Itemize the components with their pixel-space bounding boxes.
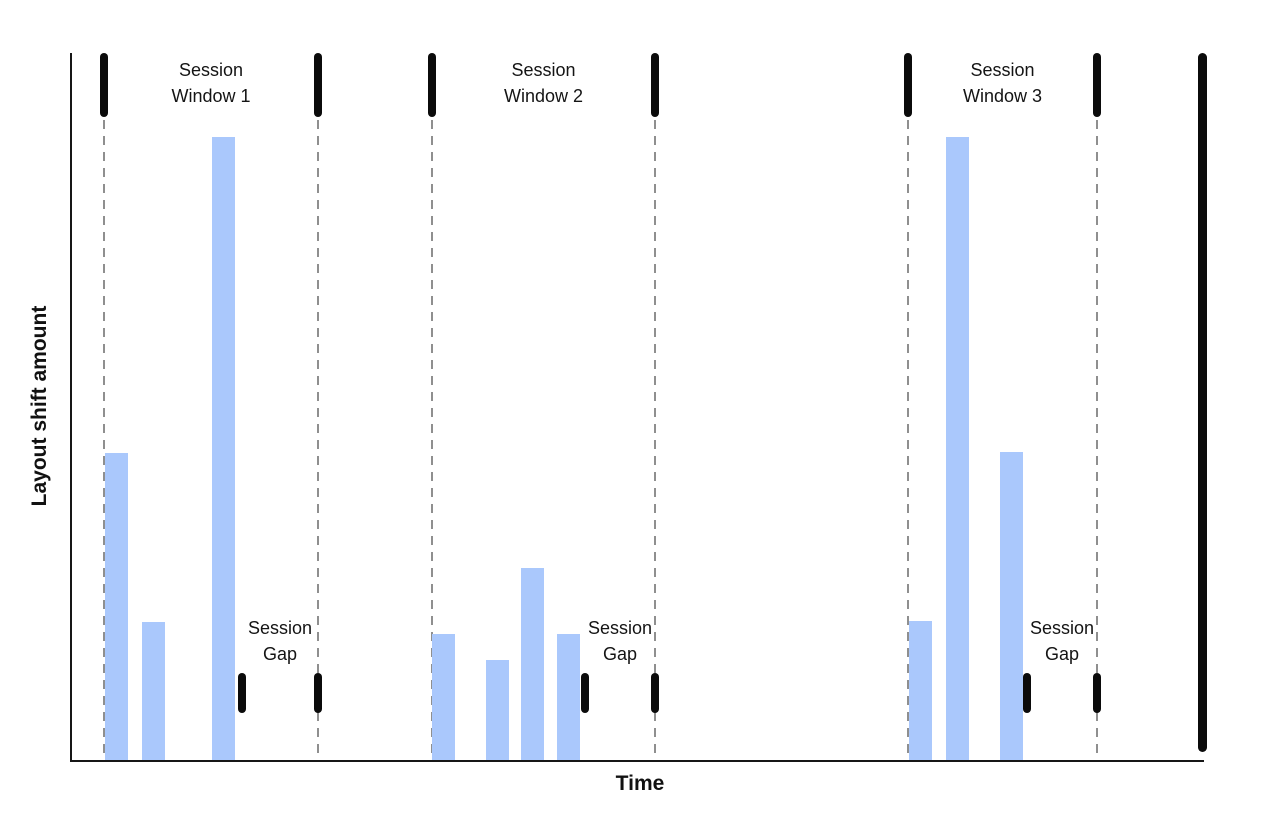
session-boundary-line (1096, 120, 1098, 760)
session-window-label: Session Window 3 (962, 60, 1043, 106)
layout-shift-bar (909, 621, 932, 760)
layout-shift-bar (946, 137, 969, 760)
plot-area: Session Window 1 Session Window 2 Session … (71, 53, 1207, 760)
session-gap-label: Session Gap (247, 618, 313, 664)
session-boundary-line (907, 120, 909, 760)
session-gap-marker (1093, 673, 1101, 713)
session-boundary-line (654, 120, 656, 760)
layout-shift-bar (557, 634, 580, 760)
x-axis-line (70, 760, 1204, 762)
session-boundary-marker (100, 53, 108, 117)
y-axis-label: Layout shift amount (28, 305, 51, 507)
session-gap-marker (238, 673, 246, 713)
session-boundary-marker (428, 53, 436, 117)
layout-shift-bar (1000, 452, 1023, 760)
session-gap-label: Session Gap (587, 618, 653, 664)
layout-shift-bar (212, 137, 235, 760)
session-gap-marker (314, 673, 322, 713)
session-boundary-marker (904, 53, 912, 117)
session-window-label: Session Window 1 (171, 60, 251, 106)
session-boundary-marker (1093, 53, 1101, 117)
session-boundary-marker (314, 53, 322, 117)
layout-shift-bar (486, 660, 509, 760)
layout-shift-bar (105, 453, 128, 760)
session-boundary-line (317, 120, 319, 760)
session-boundary-line (431, 120, 433, 760)
session-window-label: Session Window 2 (503, 60, 584, 106)
recording-end-marker (1197, 53, 1207, 752)
session-boundary-marker (651, 53, 659, 117)
session-boundary-line (103, 120, 105, 760)
y-axis-line (70, 53, 72, 762)
x-axis-label: Time (615, 772, 665, 795)
layout-shift-bar (432, 634, 455, 760)
session-gap-label: Session Gap (1029, 618, 1095, 664)
layout-shift-bar (142, 622, 165, 760)
session-gap-marker (581, 673, 589, 713)
session-gap-marker (1023, 673, 1031, 713)
layout-shift-bar (521, 568, 544, 760)
session-gap-marker (651, 673, 659, 713)
